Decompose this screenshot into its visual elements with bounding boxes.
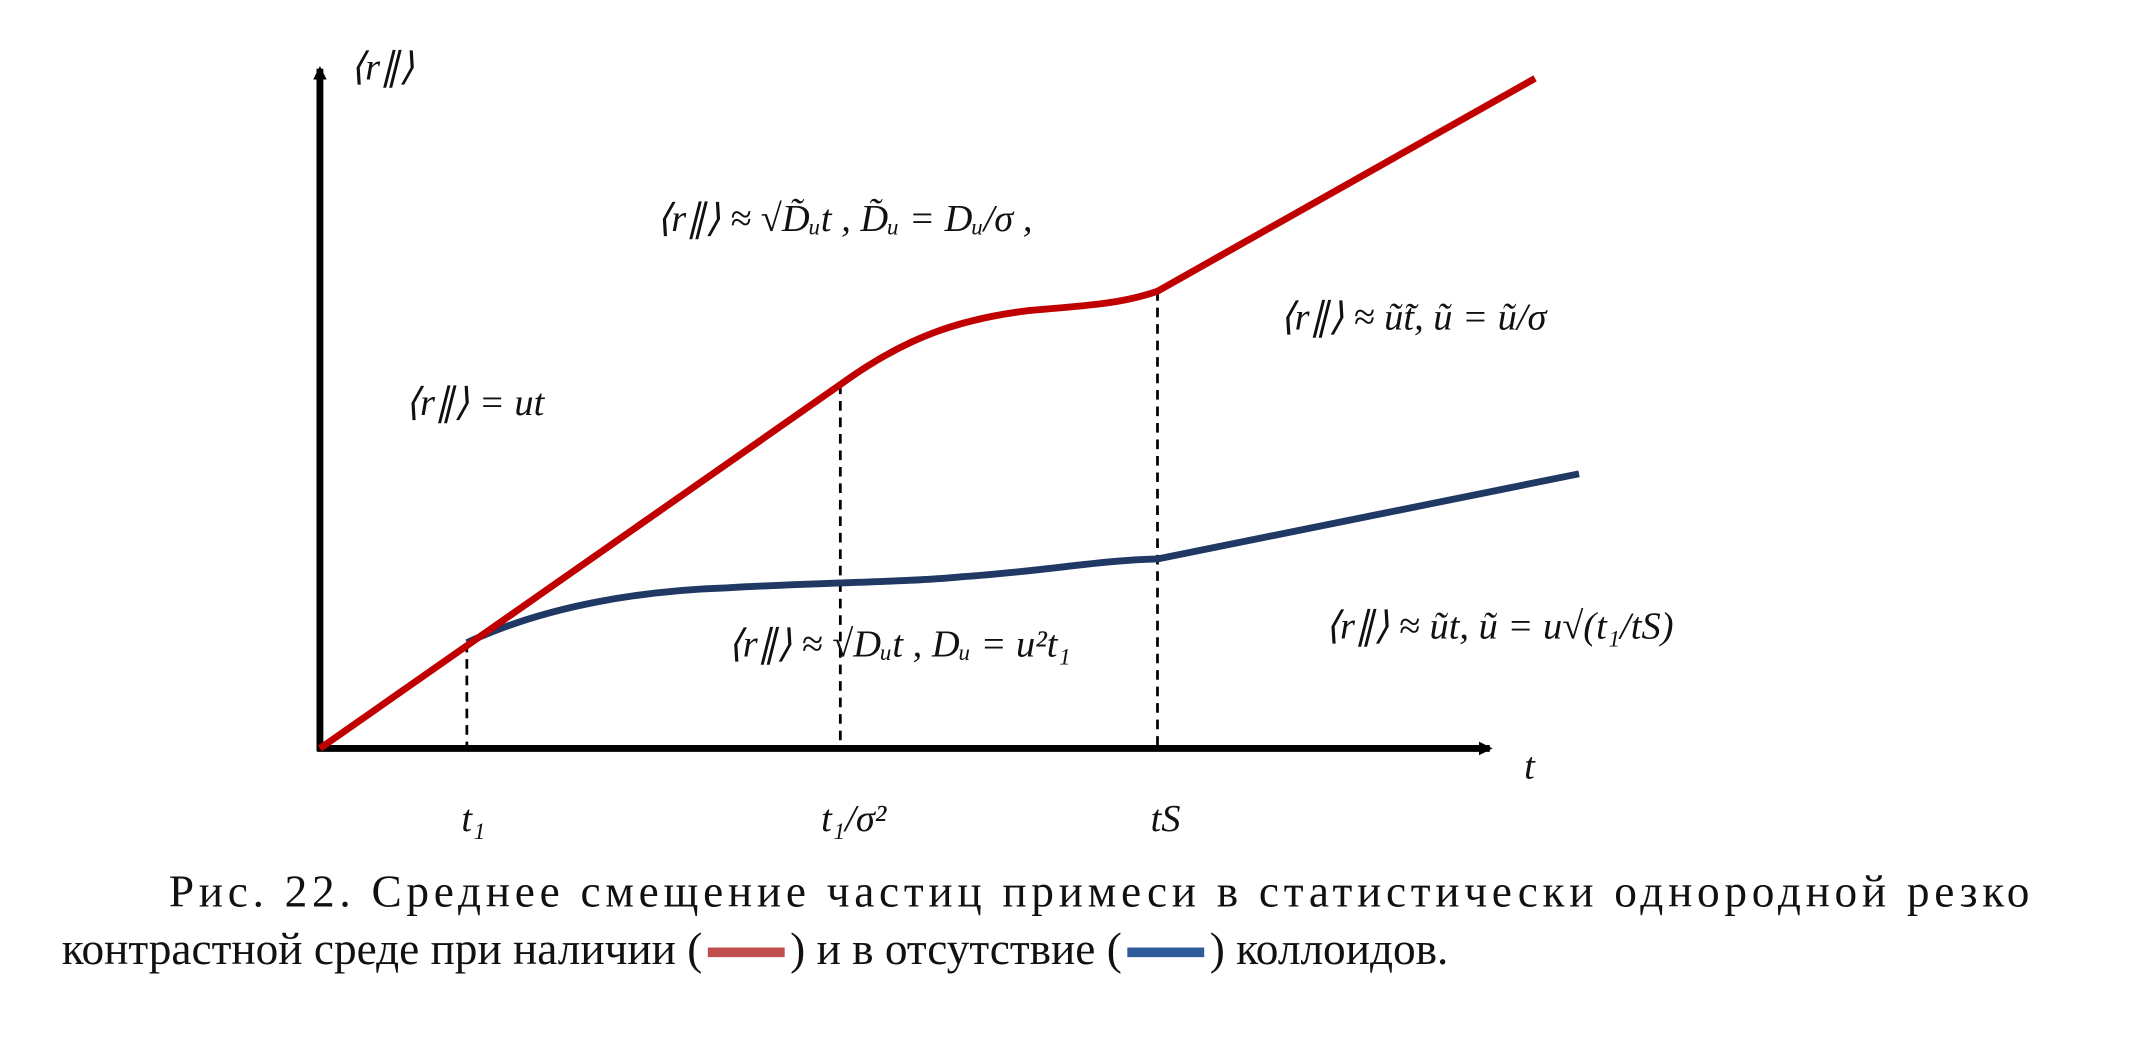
legend-swatch-blue [1127,947,1205,958]
caption-line: Рис. 22. Среднее смещение частиц примеси… [169,866,2030,916]
curve-with-colloids [317,75,1537,752]
y-axis-label: ⟨r∥⟩ [350,47,414,89]
annotation: ⟨r∥⟩ = ut [405,382,546,424]
caption-text: контрастной среде при наличии ( [62,924,703,974]
annotation: ⟨r∥⟩ ≈ ũt, ũ = u√(t₁/tS) [1325,606,1674,648]
legend-swatch-red [707,947,785,958]
annotation: ⟨r∥⟩ ≈ √D̃ᵤt , D̃ᵤ = Dᵤ/σ , [656,198,1032,240]
tick-label: t₁/σ² [821,798,888,840]
guides [465,291,1159,749]
x-axis-label: t [1524,746,1536,788]
annotation: ⟨r∥⟩ ≈ ũ̃t, ũ = ũ/σ [1280,297,1549,339]
curve-without-colloids [465,470,1580,646]
caption-text: ) и в отсутствие ( [790,924,1122,974]
tick-label: t₁ [461,798,485,840]
annotation: ⟨r∥⟩ ≈ √Dᵤt , Dᵤ = u²t₁ [728,623,1071,665]
caption-text: ) коллоидов. [1210,924,1449,974]
tick-label: tS [1151,798,1181,840]
